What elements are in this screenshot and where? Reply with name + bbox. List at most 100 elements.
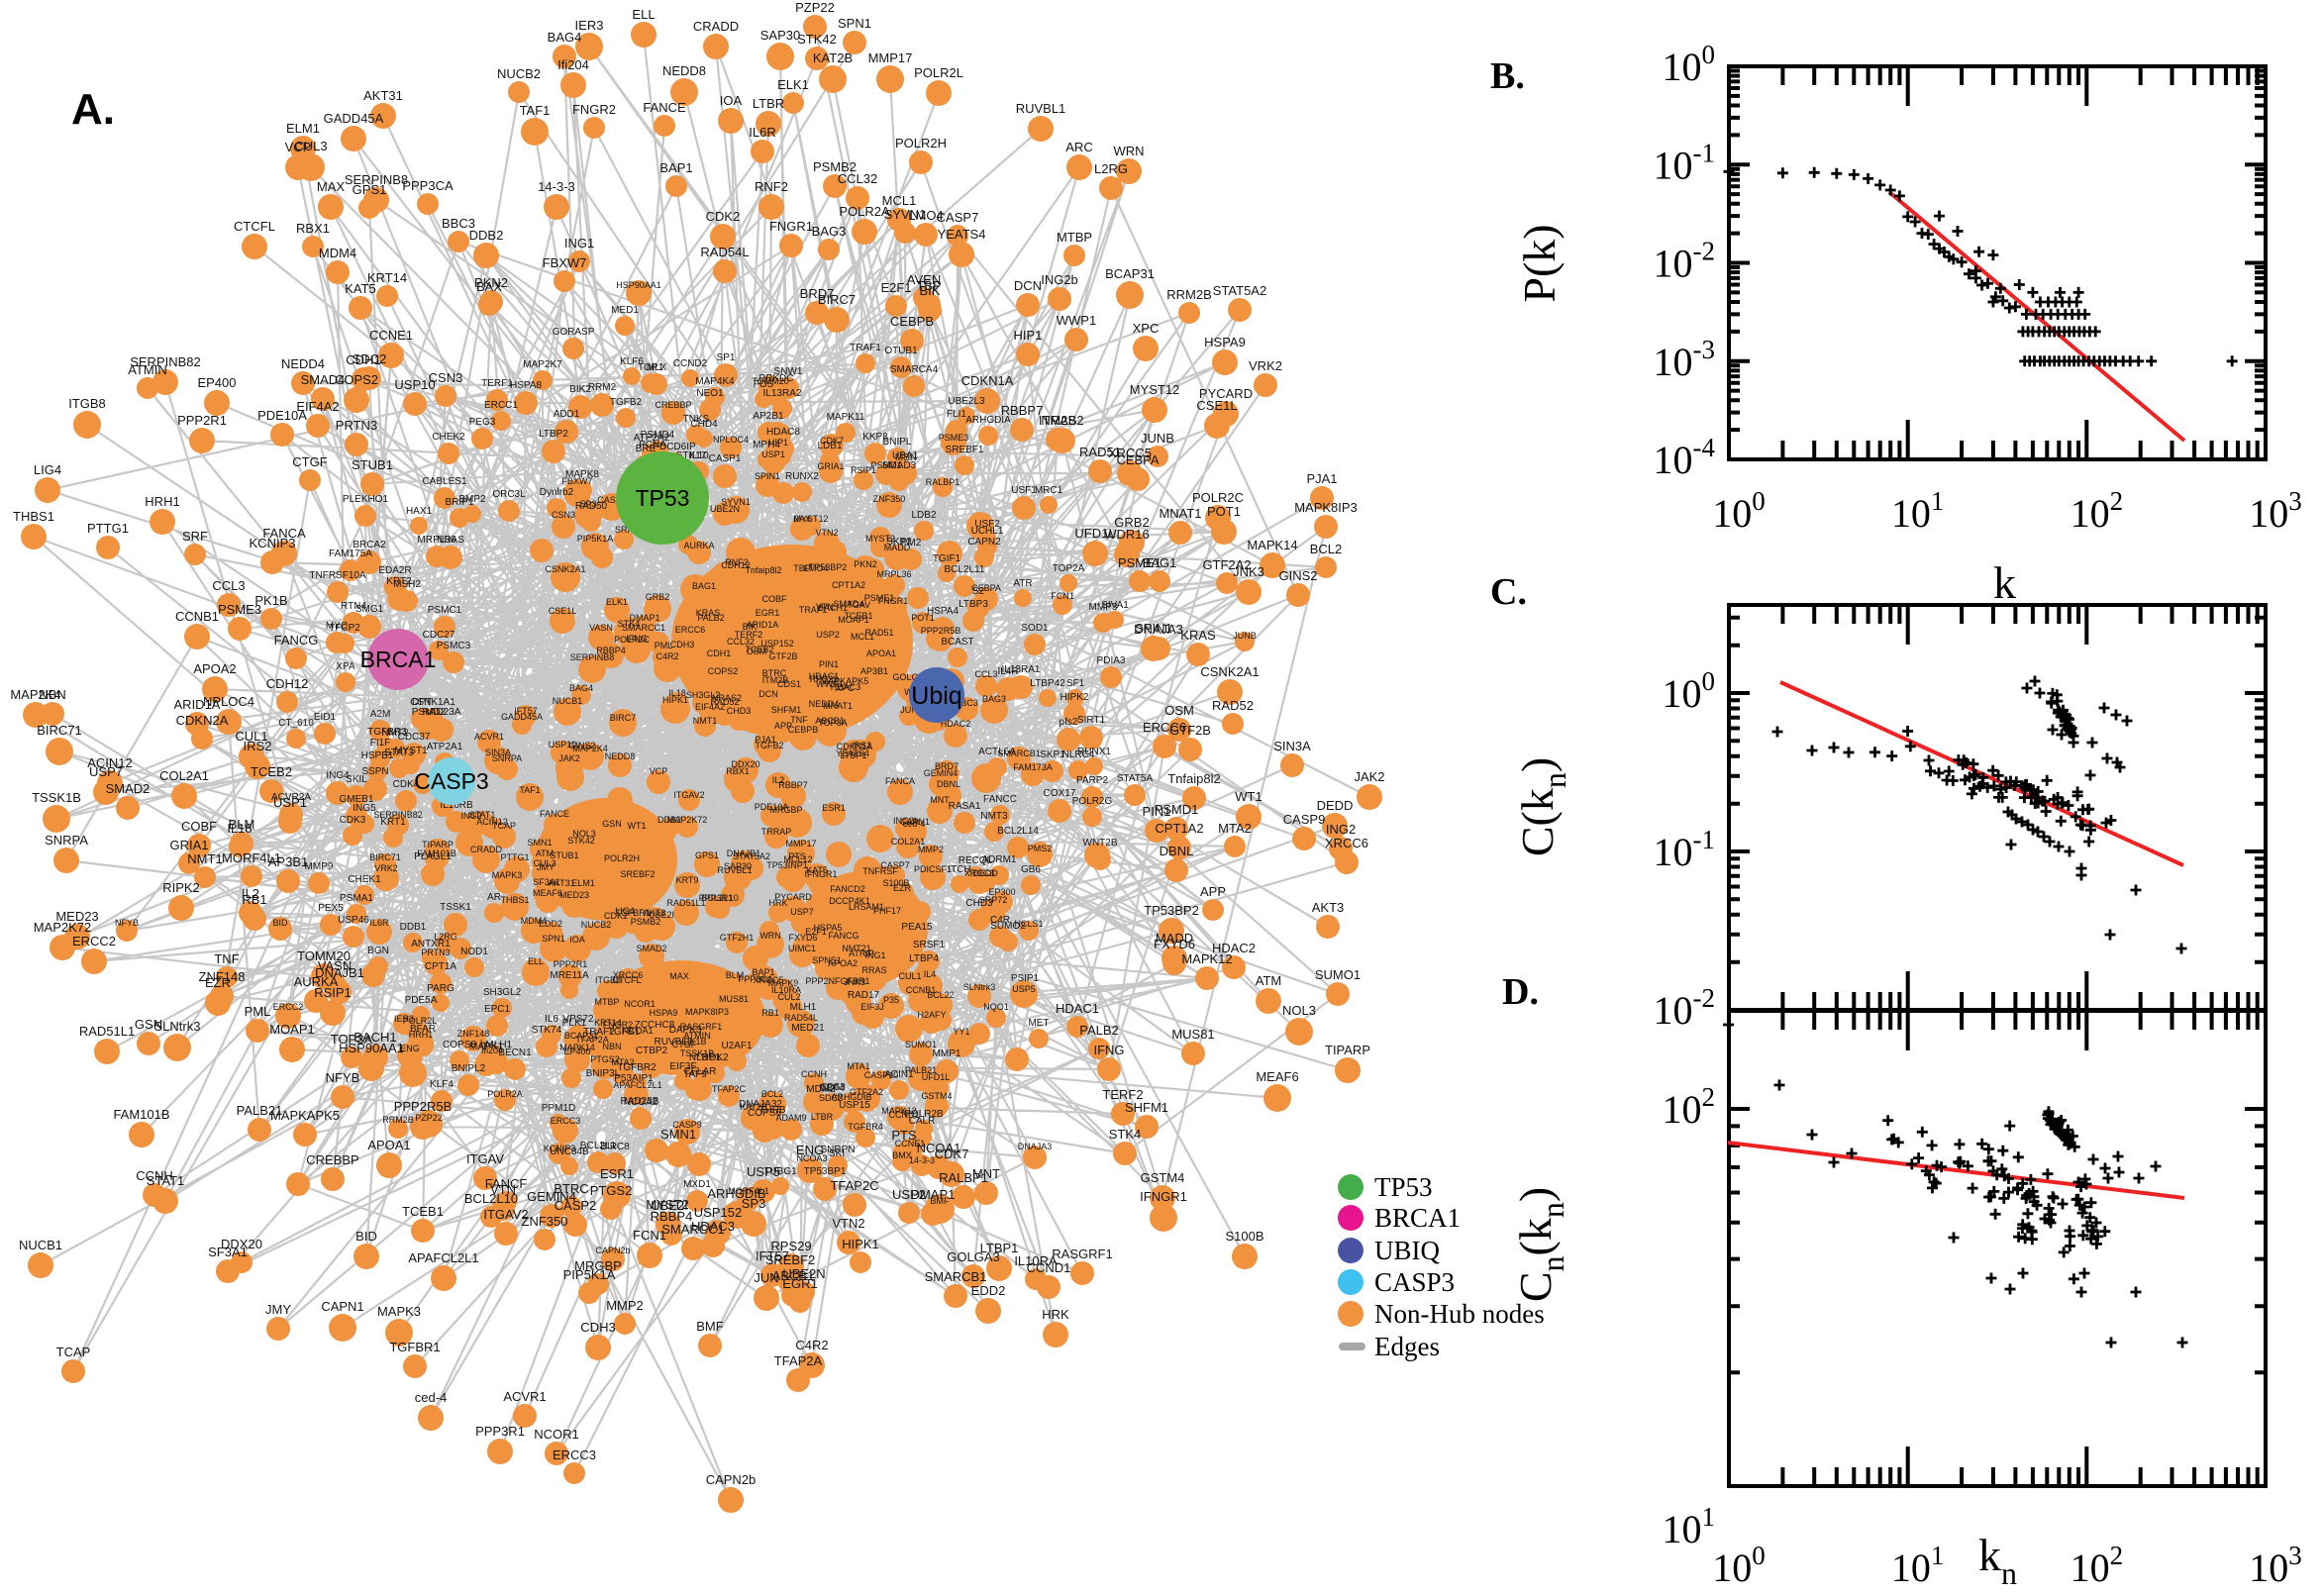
- svg-text:NMT1: NMT1: [187, 851, 222, 866]
- svg-text:DDB2: DDB2: [469, 228, 504, 243]
- svg-text:P53AIP1: P53AIP1: [614, 1073, 654, 1084]
- svg-text:GTF2A2: GTF2A2: [1202, 557, 1251, 572]
- svg-text:MMP17: MMP17: [868, 50, 913, 65]
- svg-text:HSPA5: HSPA5: [814, 923, 843, 933]
- svg-text:SREBF2: SREBF2: [765, 1252, 816, 1267]
- svg-text:MYST2: MYST2: [865, 534, 895, 544]
- svg-text:TCEB1: TCEB1: [844, 611, 872, 621]
- svg-text:NCOR1: NCOR1: [534, 1427, 579, 1442]
- svg-text:NBN: NBN: [39, 687, 65, 702]
- svg-text:SP3: SP3: [742, 1196, 766, 1211]
- svg-text:CDH12: CDH12: [266, 676, 309, 691]
- svg-text:CUL1: CUL1: [235, 729, 267, 744]
- svg-text:BAP1: BAP1: [752, 967, 774, 977]
- svg-text:SPN1: SPN1: [838, 16, 871, 31]
- svg-text:DMAP1: DMAP1: [629, 613, 659, 623]
- svg-text:CUL3: CUL3: [533, 858, 556, 868]
- svg-text:MTA1: MTA1: [847, 1061, 869, 1071]
- svg-text:RTN4: RTN4: [341, 601, 366, 612]
- svg-text:STAT5A2: STAT5A2: [733, 851, 770, 861]
- svg-text:DNAJA3: DNAJA3: [1134, 622, 1183, 637]
- svg-text:FANCE: FANCE: [643, 100, 686, 115]
- svg-text:BCL2: BCL2: [761, 1089, 784, 1099]
- svg-text:BIK: BIK: [743, 622, 758, 632]
- svg-text:ENG: ENG: [400, 1044, 420, 1053]
- svg-text:SRF: SRF: [182, 529, 208, 544]
- svg-text:HDAC8: HDAC8: [766, 427, 800, 438]
- svg-text:KAT2B: KAT2B: [813, 50, 853, 65]
- svg-text:EP300: EP300: [988, 887, 1015, 897]
- svg-text:ZNF148: ZNF148: [199, 969, 246, 984]
- svg-text:GTF2B: GTF2B: [1169, 723, 1211, 738]
- svg-text:ELL: ELL: [632, 7, 655, 22]
- svg-text:CDH1: CDH1: [346, 352, 380, 367]
- svg-text:FNGR2: FNGR2: [603, 1020, 634, 1030]
- svg-text:PPP3CA: PPP3CA: [402, 178, 454, 193]
- svg-text:MPH4: MPH4: [753, 440, 780, 450]
- svg-text:RASGRF1: RASGRF1: [680, 1022, 723, 1032]
- svg-text:IER3: IER3: [575, 18, 604, 33]
- svg-text:IRS2: IRS2: [852, 741, 871, 750]
- svg-text:KKP8: KKP8: [862, 432, 888, 443]
- svg-text:YEATS4: YEATS4: [836, 748, 869, 758]
- svg-text:TOMM20: TOMM20: [752, 376, 788, 386]
- svg-text:RRM2B: RRM2B: [1166, 287, 1212, 302]
- svg-text:GRIA1: GRIA1: [817, 461, 844, 471]
- svg-text:LIG4: LIG4: [34, 462, 61, 477]
- svg-text:SKI: SKI: [829, 1148, 845, 1159]
- svg-text:GEMIN4: GEMIN4: [924, 768, 959, 778]
- svg-text:ACVR2A: ACVR2A: [271, 792, 311, 803]
- svg-text:FANCC: FANCC: [983, 794, 1017, 805]
- svg-text:BMF: BMF: [931, 1196, 951, 1206]
- svg-text:CCL32: CCL32: [838, 171, 877, 186]
- svg-text:CSN3: CSN3: [429, 370, 463, 385]
- svg-text:XRCC5: XRCC5: [1108, 446, 1152, 460]
- svg-text:CTCFL: CTCFL: [613, 975, 642, 985]
- svg-text:JAK2: JAK2: [1354, 769, 1384, 784]
- svg-text:APOA1: APOA1: [866, 648, 896, 658]
- svg-text:H2AFY: H2AFY: [917, 1010, 946, 1020]
- svg-text:SF3A1: SF3A1: [533, 877, 560, 887]
- svg-text:STAT3: STAT3: [384, 748, 414, 758]
- svg-text:SAP30: SAP30: [724, 861, 752, 871]
- svg-text:TGFBR1: TGFBR1: [615, 908, 651, 918]
- svg-text:TCAP: TCAP: [56, 1345, 91, 1359]
- svg-text:SMARCA4: SMARCA4: [890, 364, 939, 375]
- svg-text:hMLH1: hMLH1: [480, 1040, 513, 1050]
- svg-text:PHF17: PHF17: [873, 906, 901, 916]
- svg-text:BACH1: BACH1: [354, 1030, 396, 1045]
- svg-text:SDC2: SDC2: [353, 351, 387, 366]
- svg-text:USF1: USF1: [1011, 485, 1037, 496]
- svg-text:CCNB1: CCNB1: [906, 985, 937, 995]
- svg-text:BECN1: BECN1: [498, 1047, 532, 1058]
- svg-text:RSIP1: RSIP1: [851, 465, 876, 475]
- svg-text:EDA2R: EDA2R: [378, 565, 411, 576]
- svg-text:USP1: USP1: [761, 449, 785, 459]
- svg-text:SIVA1: SIVA1: [1101, 600, 1129, 611]
- svg-text:MAP4K4: MAP4K4: [695, 376, 735, 387]
- svg-text:S2: S2: [972, 586, 985, 597]
- svg-text:PRTN3: PRTN3: [421, 948, 450, 957]
- svg-text:BCL2L14: BCL2L14: [997, 826, 1039, 837]
- svg-text:RB1: RB1: [242, 892, 266, 907]
- svg-text:TP53: TP53: [1374, 1172, 1433, 1202]
- svg-text:LRSAM1: LRSAM1: [849, 902, 884, 912]
- svg-text:CASP9: CASP9: [1283, 812, 1326, 827]
- svg-text:RALBP1: RALBP1: [939, 1170, 988, 1185]
- svg-text:PPM1D: PPM1D: [542, 1103, 575, 1114]
- svg-text:NMT3: NMT3: [980, 811, 1008, 822]
- svg-text:NEDD4: NEDD4: [809, 699, 840, 709]
- svg-text:MAPKAPK5: MAPKAPK5: [821, 676, 869, 686]
- svg-text:RUNX1: RUNX1: [1077, 747, 1111, 757]
- svg-text:DDX20: DDX20: [731, 759, 759, 769]
- svg-text:UBA1: UBA1: [892, 450, 919, 461]
- svg-text:TRRAP: TRRAP: [761, 827, 792, 837]
- svg-text:KCNIP3: KCNIP3: [544, 1144, 576, 1153]
- svg-text:ATP2A1: ATP2A1: [427, 742, 463, 752]
- svg-text:USP152: USP152: [694, 1205, 742, 1220]
- svg-text:THBS1: THBS1: [500, 895, 529, 905]
- svg-text:COPS2: COPS2: [335, 372, 378, 387]
- svg-text:TCEB2: TCEB2: [251, 764, 292, 779]
- svg-text:RAD51L1: RAD51L1: [666, 898, 705, 908]
- svg-text:PALB21: PALB21: [237, 1103, 283, 1118]
